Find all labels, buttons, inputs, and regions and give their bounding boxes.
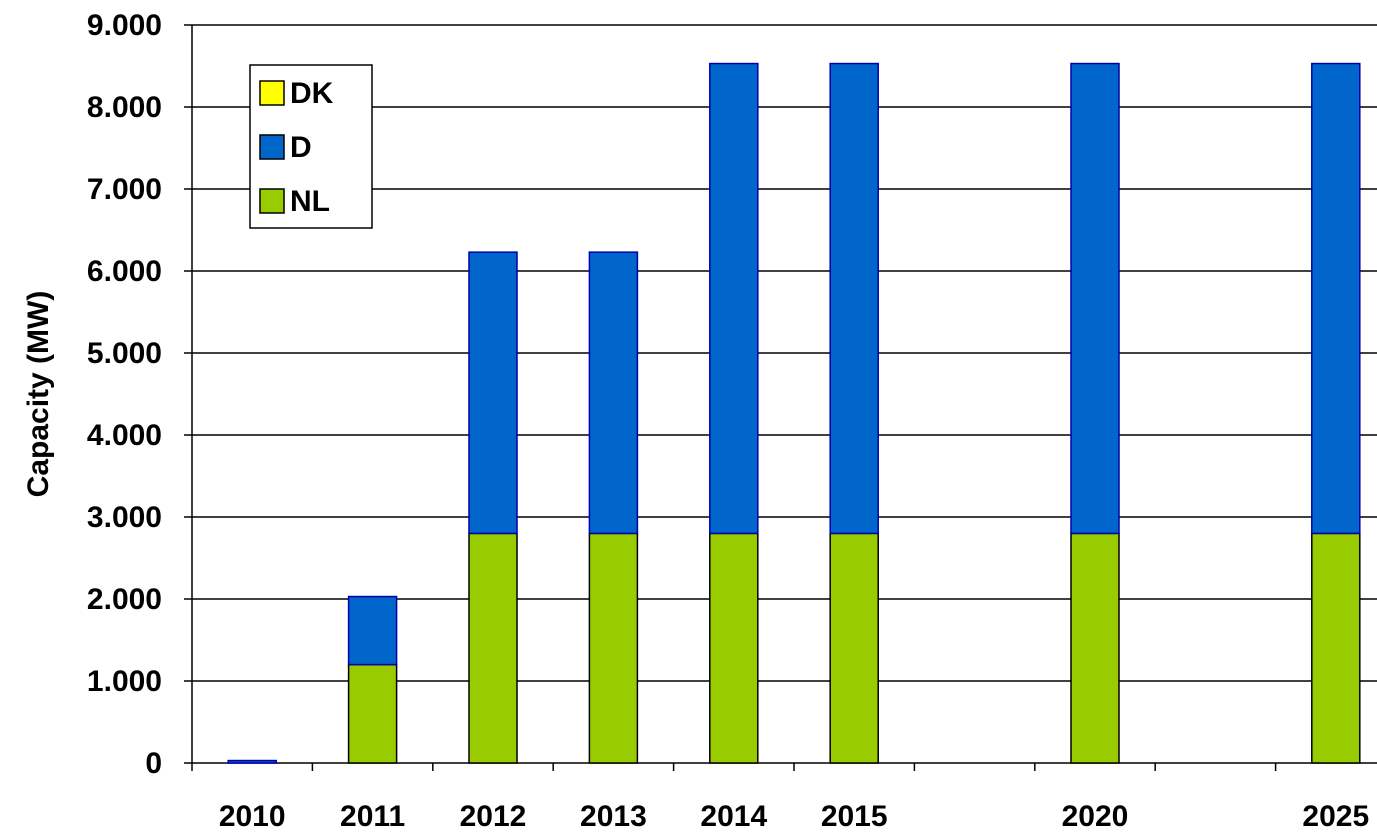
x-tick-label: 2025 (1302, 800, 1369, 833)
bar-segment (829, 532, 879, 764)
y-tick-label: 8.000 (87, 91, 162, 124)
legend-label: DK (290, 77, 334, 110)
legend-label: NL (290, 185, 330, 218)
bar-segment (1311, 62, 1361, 535)
y-tick-label: 6.000 (87, 255, 162, 288)
bar-segment (347, 595, 398, 666)
bar-segment (227, 759, 277, 764)
y-axis-label: Capacity (MW) (22, 291, 55, 498)
bar-segment (588, 251, 639, 535)
bar-segment (709, 532, 759, 764)
x-tick-label: 2020 (1062, 800, 1129, 833)
x-tick-label: 2010 (219, 800, 286, 833)
bar-segment (1311, 532, 1361, 764)
y-tick-label: 4.000 (87, 419, 162, 452)
y-tick-label: 9.000 (87, 9, 162, 42)
bar-segment (347, 663, 398, 764)
legend-swatch (259, 188, 285, 214)
x-tick-label: 2014 (700, 800, 767, 833)
bar-segment (1070, 62, 1120, 535)
x-tick-label: 2013 (580, 800, 647, 833)
legend-swatch (259, 134, 285, 160)
bar-segment (468, 532, 518, 764)
y-tick-label: 5.000 (87, 337, 162, 370)
bar-segment (468, 251, 518, 535)
bar-segment (829, 62, 879, 535)
x-tick-label: 2012 (460, 800, 527, 833)
bar-segment (1070, 532, 1120, 764)
x-tick-label: 2011 (340, 800, 405, 833)
y-tick-label: 2.000 (87, 583, 162, 616)
legend-label: D (290, 131, 312, 164)
x-tick-label: 2015 (821, 800, 888, 833)
y-tick-label: 1.000 (87, 665, 162, 698)
y-tick-label: 3.000 (87, 501, 162, 534)
y-tick-label: 0 (145, 747, 162, 780)
bar-segment (588, 532, 639, 764)
y-tick-label: 7.000 (87, 173, 162, 206)
legend-swatch (259, 80, 285, 106)
bar-segment (709, 62, 759, 535)
